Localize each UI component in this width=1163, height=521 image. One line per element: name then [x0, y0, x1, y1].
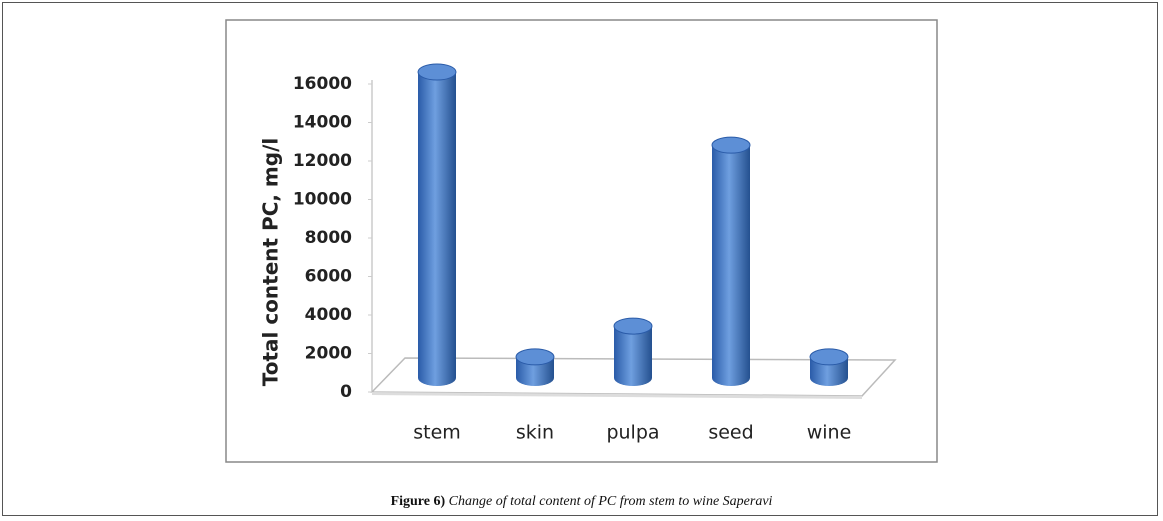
bar: [614, 326, 652, 386]
caption: Figure 6) Change of total content of PC …: [0, 494, 1163, 510]
bar: [418, 72, 456, 386]
caption-text: Change of total content of PC from stem …: [448, 494, 773, 509]
x-tick-label: stem: [413, 422, 461, 444]
bar-top: [711, 136, 751, 154]
y-tick-label: 10000: [293, 190, 352, 210]
y-tick-label: 14000: [293, 113, 352, 133]
y-axis-title: Total content PC, mg/l: [259, 138, 283, 387]
x-tick-label: skin: [516, 422, 554, 444]
y-tick-label: 0: [340, 382, 352, 402]
y-tick-label: 16000: [293, 74, 352, 94]
y-tick-label: 12000: [293, 151, 352, 171]
bar-top: [613, 317, 653, 335]
y-tick-label: 6000: [305, 267, 352, 287]
bar-top: [809, 348, 849, 366]
bar: [712, 145, 750, 386]
chart: Total content PC, mg/l 0 2000 4000 6000 8000…: [225, 19, 938, 463]
x-tick-label: wine: [807, 422, 852, 444]
y-tick-label: 2000: [305, 344, 352, 364]
caption-label: Figure 6): [390, 494, 446, 509]
bar-top: [417, 63, 457, 81]
x-tick-label: pulpa: [606, 422, 659, 444]
floor-edge: [372, 392, 862, 399]
y-tick-label: 4000: [305, 305, 352, 325]
bar-top: [515, 348, 555, 366]
y-tick-label: 8000: [305, 228, 352, 248]
x-tick-label: seed: [708, 422, 753, 444]
